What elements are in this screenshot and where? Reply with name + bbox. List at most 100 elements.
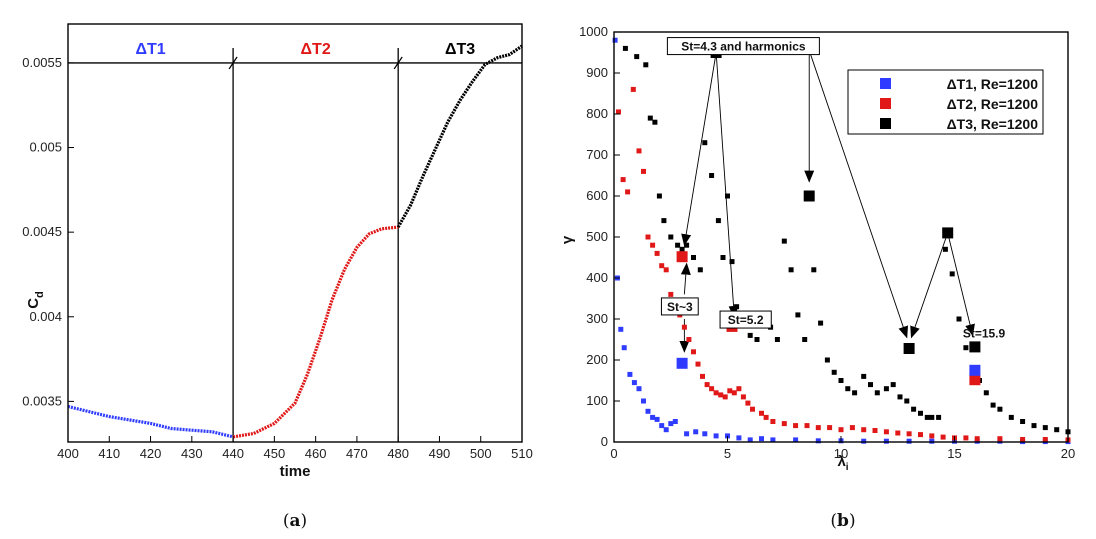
panel-a-caption-close: ): [301, 511, 308, 531]
panel-b-point-dtt1: [672, 419, 678, 424]
panel-b-point-dtt1: [612, 37, 618, 43]
panel-b-point-dtt2: [793, 423, 799, 429]
panel-b-point-dtt1: [641, 398, 646, 404]
panel-b-highlight-marker: [903, 343, 915, 354]
panel-b-point-dtt3: [754, 337, 760, 342]
panel-b-annotation-arrow: [947, 232, 975, 337]
panel-b-point-dtt2: [663, 267, 669, 273]
panel-b-point-dtt2: [709, 386, 715, 392]
panel-b-x-axis-label: λi: [837, 453, 848, 473]
panel-b-point-dtt3: [918, 410, 923, 416]
panel-b-highlight-marker: [803, 190, 815, 202]
panel-b-point-dtt2: [781, 421, 787, 427]
panel-a-y-tick-label: 0.005: [29, 140, 62, 155]
panel-b-x-label-sub: i: [846, 462, 849, 473]
panel-b-point-dtt2: [997, 436, 1003, 442]
legend-label: ΔT1, Re=1200: [947, 76, 1039, 92]
panel-b-point-dtt3: [781, 238, 787, 244]
panel-b-point-dtt3: [747, 332, 753, 338]
panel-b-point-dtt1: [929, 438, 935, 444]
panel-b-y-axis-label: γ: [559, 235, 576, 244]
panel-b-annotation-text: St=4.3 and harmonics: [681, 40, 806, 54]
panel-b-point-dtt2: [827, 425, 833, 431]
panel-b-point-dtt2: [759, 410, 764, 416]
panel-b-point-dtt2: [691, 349, 696, 355]
panel-b-point-dtt1: [654, 416, 660, 422]
panel-a-x-tick-label: 400: [57, 446, 79, 461]
panel-b-caption: (b): [830, 511, 855, 531]
panel-a-series-2-curve: [232, 225, 399, 439]
panel-b-y-tick-label: 0: [601, 434, 608, 449]
panel-a-y-tick-label: 0.0055: [22, 55, 62, 70]
panel-b-point-dtt1: [702, 431, 708, 437]
panel-b-point-dtt3: [936, 414, 942, 420]
panel-b-point-dtt3: [709, 173, 715, 178]
panel-b-annotation-arrow: [681, 52, 717, 247]
panel-b-point-dtt3: [956, 316, 962, 322]
panel-b-point-dtt3: [997, 406, 1003, 412]
panel-b-point-dtt2: [620, 177, 626, 183]
panel-a-axes-frame: [67, 23, 523, 443]
panel-b-point-dtt2: [736, 386, 742, 392]
panel-b-point-dtt3: [652, 119, 658, 125]
panel-b-legend: ΔT1, Re=1200 ΔT2, Re=1200 ΔT3, Re=1200: [847, 69, 1044, 135]
panel-a-series-1-curve: [67, 404, 234, 439]
panel-b-y-tick-label: 1000: [579, 24, 608, 39]
panel-b-y-tick-label: 200: [586, 352, 608, 367]
panel-b-annotations: St=4.3 and harmonics St~3 St=5.2 St=15.9: [660, 37, 1006, 341]
panel-b-point-dtt3: [795, 312, 801, 318]
panel-b-point-dtt1: [621, 345, 627, 351]
panel-b-point-dtt2: [722, 394, 728, 400]
panel-b-point-dtt3: [668, 234, 674, 240]
panel-b-point-dtt2: [718, 392, 724, 398]
panel-b-caption-letter: b: [837, 511, 849, 531]
panel-b-annotation-arrows: [679, 50, 975, 353]
panel-b-point-dtt3: [661, 218, 667, 224]
panel-b-annotation-arrow: [910, 232, 949, 339]
panel-b-annotation-box: [719, 310, 772, 329]
panel-b-point-dtt2: [750, 406, 755, 412]
panel-b-y-tick-label: 600: [586, 188, 608, 203]
panel-b-point-dtt2: [650, 242, 656, 248]
panel-b-highlight-marker: [969, 341, 981, 353]
panel-b-point-dtt1: [668, 421, 674, 427]
panel-b-point-dtt2: [681, 324, 687, 330]
panel-b-point-dtt2: [963, 435, 969, 441]
panel-b-point-dtt2: [641, 168, 646, 174]
panel-b-point-dtt2: [929, 433, 935, 439]
panel-a-caption: (a): [283, 511, 307, 531]
legend-swatch: [880, 78, 891, 89]
panel-b-point-dtt2: [654, 250, 660, 256]
panel-b-y-tick-label: 900: [586, 65, 608, 80]
panel-b-point-dtt1: [650, 414, 656, 420]
panel-b-point-dtt2: [745, 400, 751, 406]
panel-b-point-dtt3: [983, 390, 989, 396]
panel-b-point-dtt1: [883, 438, 889, 444]
panel-b-point-dtt1: [636, 386, 642, 392]
panel-b-point-dtt3: [949, 271, 955, 277]
panel-b-point-dtt3: [679, 246, 685, 252]
panel-b-point-dtt2: [883, 429, 889, 435]
panel-b-point-dtt1: [759, 436, 764, 442]
panel-b-point-dtt2: [695, 361, 701, 367]
panel-a-segment-label: ΔT2: [301, 41, 331, 58]
panel-b-point-dtt3: [1031, 423, 1037, 429]
legend-label: ΔT2, Re=1200: [947, 96, 1039, 112]
panel-b-point-dtt1: [861, 438, 867, 444]
panel-b-point-dtt3: [702, 140, 708, 146]
panel-b-x-tick-label: 0: [610, 446, 617, 461]
panel-b-annotation-arrow: [680, 262, 691, 295]
panel-b-point-dtt3: [634, 54, 640, 60]
panel-a-y-tick-label: 0.004: [29, 309, 62, 324]
panel-b-x-tick-label: 10: [834, 446, 848, 461]
panel-b-point-dtt1: [645, 408, 651, 414]
panel-b-point-dtt2: [704, 382, 710, 388]
panel-a-break-mark: [228, 56, 238, 70]
panel-b-point-dtt3: [675, 242, 681, 248]
panel-b-point-dtt3: [874, 390, 880, 396]
panel-b-x-tick-label: 15: [947, 446, 961, 461]
panel-b-point-dtt3: [1042, 425, 1048, 431]
panel-b-point-dtt3: [942, 246, 948, 252]
panel-b-point-dtt2: [849, 425, 855, 431]
panel-b-point-dtt3: [904, 398, 910, 404]
